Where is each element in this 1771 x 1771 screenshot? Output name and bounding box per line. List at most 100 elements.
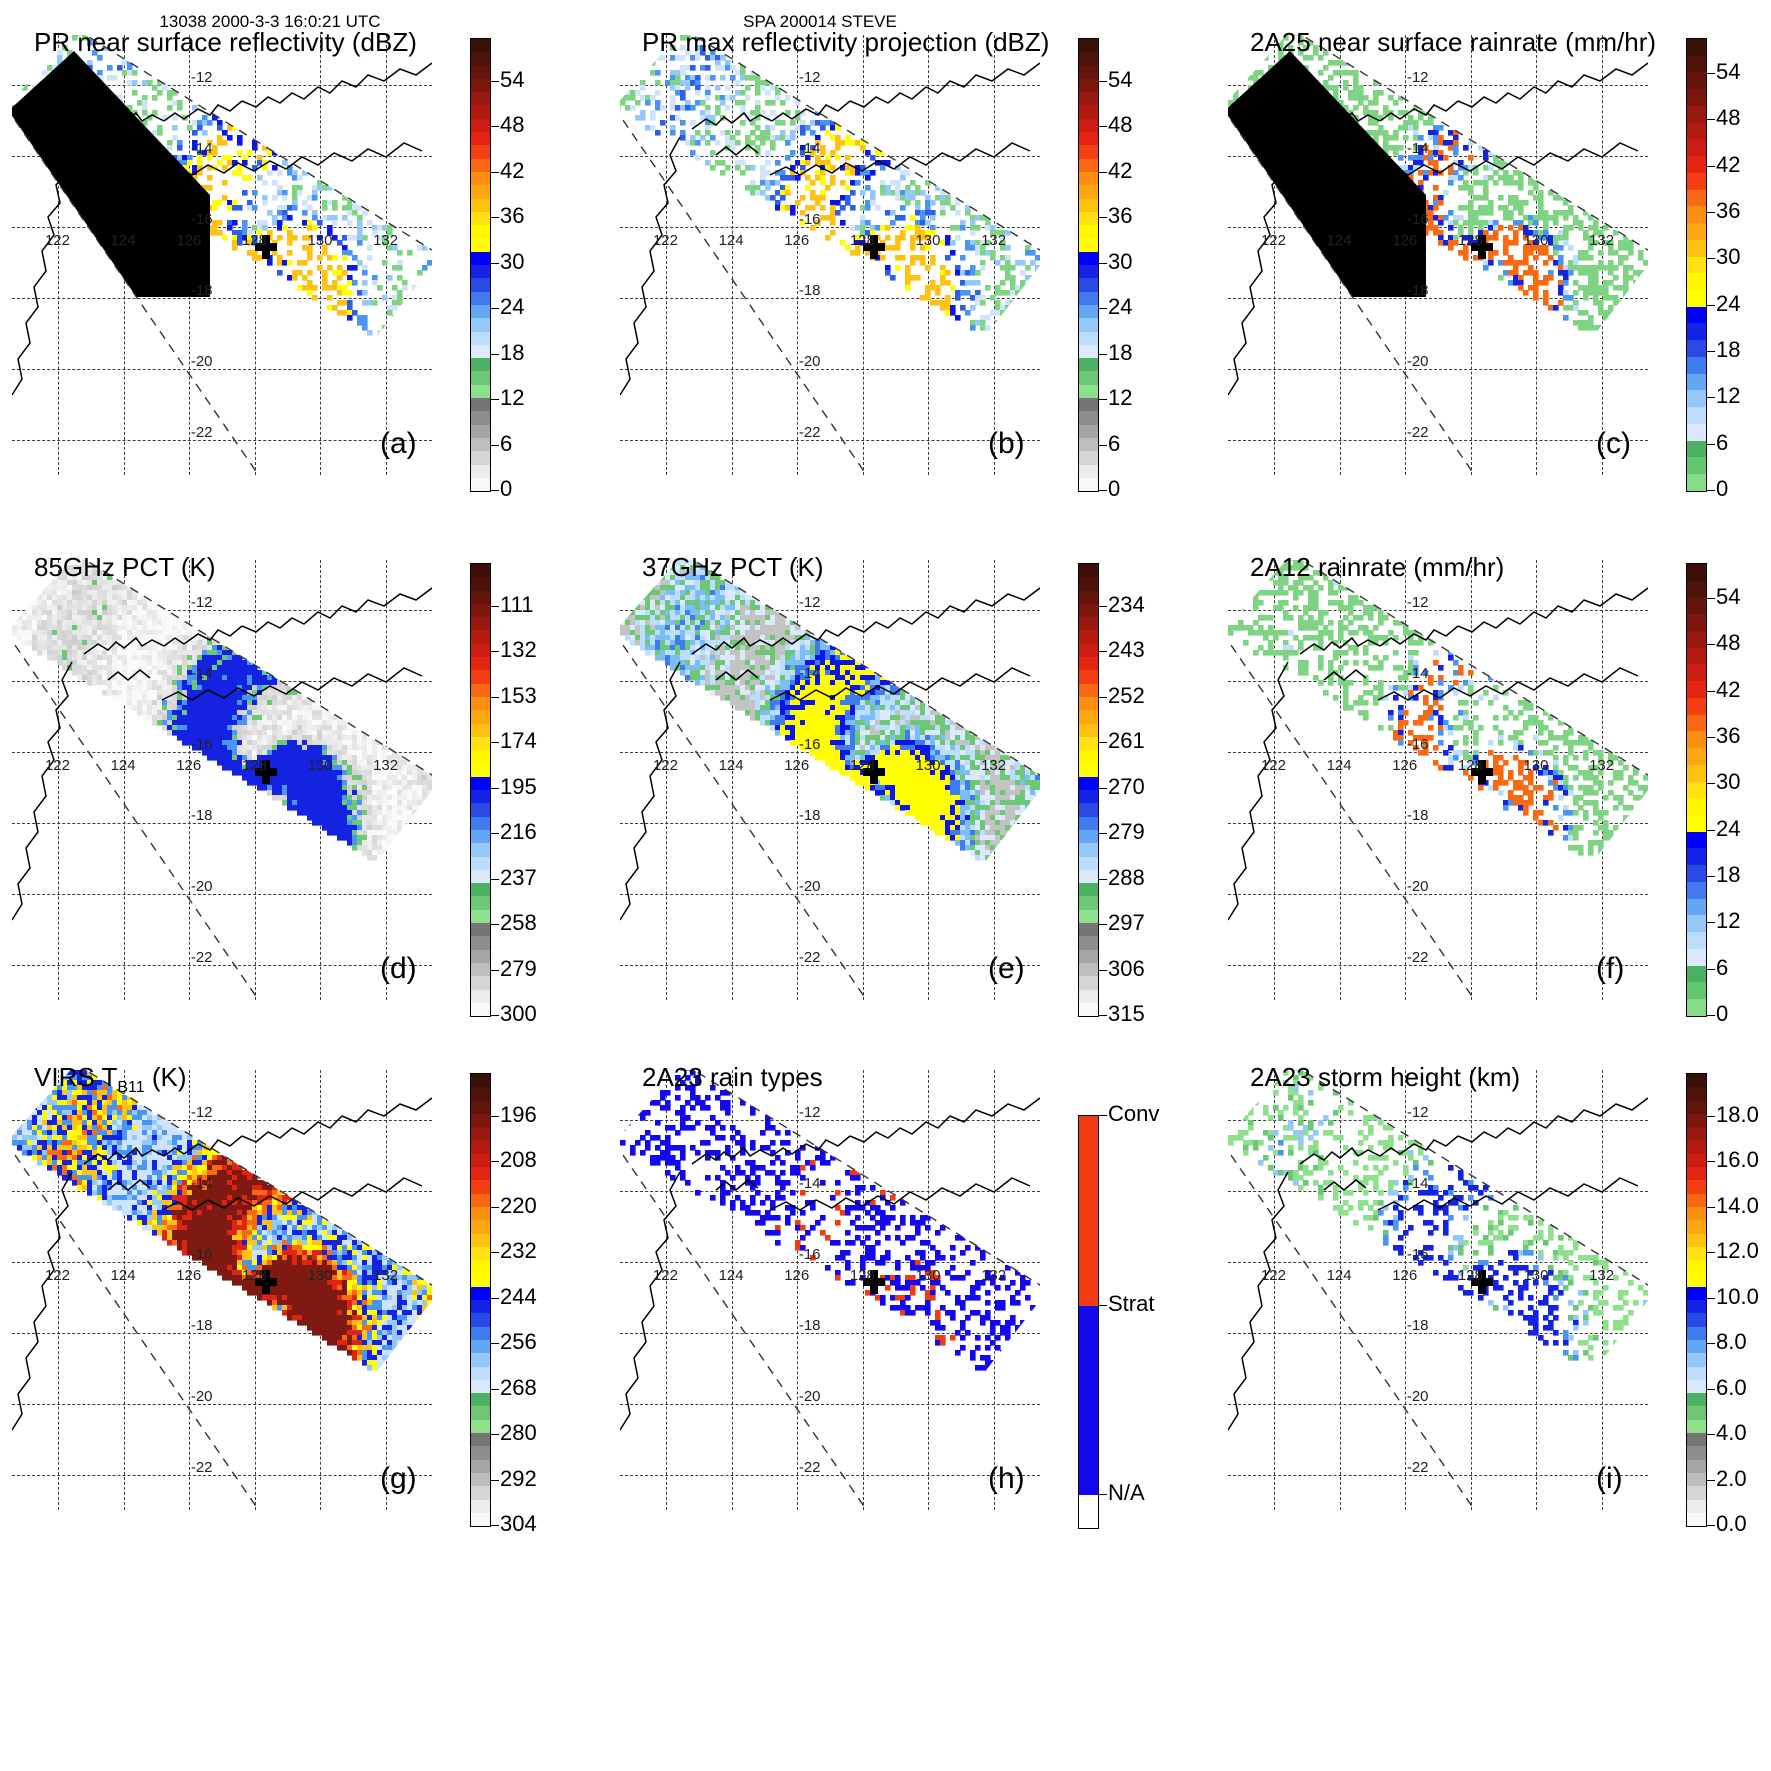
colorbar-tick bbox=[1706, 968, 1715, 970]
colorbar-label: 18 bbox=[500, 339, 525, 365]
colorbar-segment bbox=[471, 278, 490, 292]
colorbar-segment bbox=[471, 1180, 490, 1194]
colorbar-segment bbox=[471, 1220, 490, 1234]
colorbar-label: 256 bbox=[500, 1329, 537, 1355]
colorbar-segment bbox=[471, 39, 490, 53]
lon-label-130: 130 bbox=[1523, 1266, 1549, 1284]
colorbar-tick bbox=[490, 399, 499, 401]
colorbar-segment bbox=[1687, 1140, 1706, 1154]
colorbar-tick bbox=[1098, 1115, 1107, 1116]
map-area-d[interactable]: 122 124 126 128 130 132 -12 -14 -16 -18 -20 -22 bbox=[12, 560, 432, 1000]
map-area-g[interactable]: 122 124 126 128 130 132 -12 -14 -16 -18 -20 -22 bbox=[12, 1070, 432, 1510]
lon-label-132: 132 bbox=[373, 231, 399, 249]
colorbar-label: 232 bbox=[500, 1238, 537, 1264]
panel-e: 122 124 126 128 130 132 -12 -14 -16 -18 -20 -22 37GH… bbox=[620, 552, 1250, 1025]
coastline-segment bbox=[620, 136, 681, 396]
colorbar-segment bbox=[471, 909, 490, 924]
map-area-c[interactable]: 122 124 126 128 130 132 -12 -14 -16 -18 -20 -22 bbox=[1228, 35, 1648, 475]
coastline-segment bbox=[163, 625, 243, 647]
colorbar-segment bbox=[471, 1366, 490, 1380]
map-area-h[interactable]: 122 124 126 128 130 132 -12 -14 -16 -18 -20 -22 bbox=[620, 1070, 1040, 1510]
colorbar-segment bbox=[471, 1339, 490, 1354]
panel-title-g: VIRS TB11 (K) bbox=[34, 1062, 187, 1097]
colorbar-segment bbox=[1687, 390, 1706, 408]
panel-c: 122 124 126 128 130 132 -12 -14 -16 -18 -20 -22 2A25… bbox=[1228, 27, 1771, 500]
colorbar-segment bbox=[471, 1433, 490, 1447]
colorbar-segment bbox=[1687, 748, 1706, 765]
colorbar-segment bbox=[471, 251, 490, 266]
colorbar-segment bbox=[1687, 865, 1706, 882]
colorbar-label: 12 bbox=[1716, 908, 1741, 934]
colorbar-segment bbox=[1687, 932, 1706, 949]
colorbar-segment bbox=[1687, 1486, 1706, 1500]
map-area-f[interactable]: 122 124 126 128 130 132 -12 -14 -16 -18 -20 -22 bbox=[1228, 560, 1648, 1000]
colorbar-segment bbox=[1079, 132, 1098, 146]
lat-label--16: -16 bbox=[1406, 1245, 1429, 1263]
colorbar-segment bbox=[1079, 763, 1098, 777]
lon-label-126: 126 bbox=[1392, 231, 1418, 249]
colorbar-segment bbox=[1687, 982, 1706, 1000]
colorbar-segment bbox=[1687, 1366, 1706, 1380]
colorbar-label: 24 bbox=[500, 294, 525, 320]
colorbar-segment bbox=[471, 736, 490, 751]
colorbar-segment bbox=[471, 949, 490, 963]
colorbar-label: 270 bbox=[1108, 773, 1145, 799]
colorbar-segment bbox=[471, 158, 490, 172]
colorbar-segment bbox=[471, 776, 490, 791]
coastline-segment bbox=[83, 111, 165, 130]
map-area-a[interactable]: 122 124 126 128 130 132 -12 -14 -16 -18 -20 -22 bbox=[12, 35, 432, 475]
colorbar-label: 304 bbox=[500, 1511, 537, 1536]
lon-label-128: 128 bbox=[1457, 1266, 1483, 1284]
colorbar-tick bbox=[490, 1015, 499, 1016]
colorbar-tick bbox=[1706, 1161, 1715, 1163]
colorbar-label: 42 bbox=[1716, 676, 1741, 702]
lon-label-126: 126 bbox=[176, 756, 202, 774]
panel-letter-h: (h) bbox=[988, 1462, 1025, 1495]
colorbar-tick bbox=[1706, 783, 1715, 785]
lat-label--20: -20 bbox=[190, 352, 213, 370]
lat-label--22: -22 bbox=[1406, 423, 1429, 441]
colorbar-label: 2.0 bbox=[1716, 1465, 1747, 1491]
colorbar-tick bbox=[490, 787, 499, 789]
colorbar-segment bbox=[1079, 630, 1098, 644]
colorbar-segment bbox=[471, 1193, 490, 1207]
lon-label-122: 122 bbox=[652, 1266, 678, 1284]
lat-label--18: -18 bbox=[798, 806, 821, 824]
colorbar-segment bbox=[471, 477, 490, 492]
colorbar-tick bbox=[490, 924, 499, 926]
colorbar-label: 18 bbox=[1716, 862, 1741, 887]
map-area-i[interactable]: 122 124 126 128 130 132 -12 -14 -16 -18 -20 -22 bbox=[1228, 1070, 1648, 1510]
colorbar-segment bbox=[1079, 304, 1098, 319]
colorbar-segment bbox=[1687, 1127, 1706, 1141]
colorbar-label: 54 bbox=[500, 67, 525, 92]
colorbar-f bbox=[1686, 563, 1707, 1017]
colorbar-segment bbox=[471, 1499, 490, 1513]
colorbar-segment bbox=[471, 371, 490, 385]
swath-edge-0 bbox=[1228, 1149, 1476, 1510]
colorbar-tick bbox=[1098, 742, 1107, 744]
colorbar-segment bbox=[1079, 451, 1098, 465]
map-area-b[interactable]: 122 124 126 128 130 132 -12 -14 -16 -18 -20 -22 bbox=[620, 35, 1040, 475]
colorbar-segment bbox=[1687, 1273, 1706, 1287]
colorbar-label: 42 bbox=[1108, 157, 1133, 183]
colorbar-segment bbox=[1079, 723, 1098, 737]
colorbar-label: 42 bbox=[1716, 151, 1741, 177]
colorbar-label: 0 bbox=[500, 476, 513, 501]
colorbar-segment bbox=[1079, 344, 1098, 359]
panel-title-f: 2A12 rainrate (mm/hr) bbox=[1250, 552, 1505, 582]
map-area-e[interactable]: 122 124 126 128 130 132 -12 -14 -16 -18 -20 -22 bbox=[620, 560, 1040, 1000]
colorbar-segment bbox=[471, 1326, 490, 1340]
colorbar-segment bbox=[471, 657, 490, 671]
colorbar-tick bbox=[1098, 262, 1107, 264]
colorbar-label: 195 bbox=[500, 773, 537, 799]
colorbar-label: 42 bbox=[500, 157, 525, 183]
colorbar-segment bbox=[1079, 291, 1098, 305]
lat-label--16: -16 bbox=[1406, 210, 1429, 228]
colorbar-tick bbox=[490, 1343, 499, 1345]
colorbar-tick bbox=[1706, 922, 1715, 924]
colorbar-label: 54 bbox=[1108, 67, 1133, 92]
colorbar-tick bbox=[490, 308, 499, 310]
data-layer-d bbox=[12, 560, 432, 1000]
lon-label-124: 124 bbox=[718, 756, 744, 774]
colorbar-tick bbox=[1706, 490, 1715, 491]
